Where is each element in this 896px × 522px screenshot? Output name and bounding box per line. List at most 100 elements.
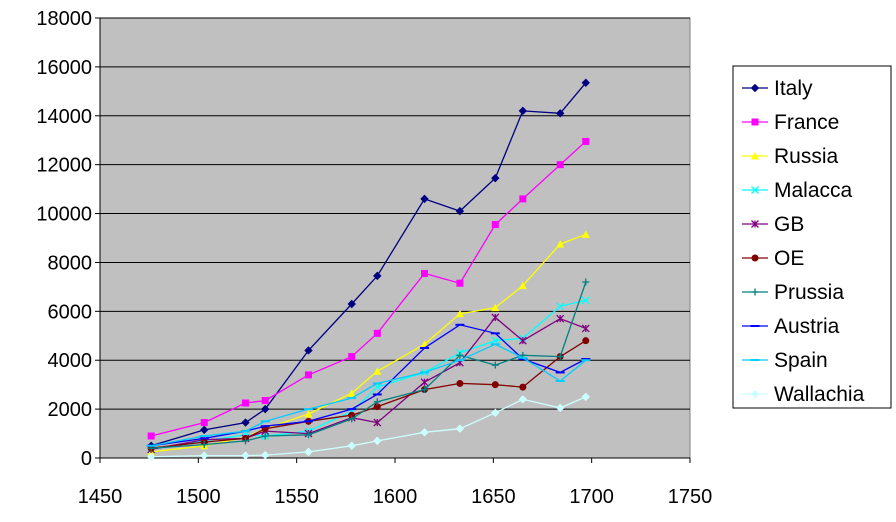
- data-point-russia: [581, 230, 590, 238]
- y-tick-label: 8000: [48, 252, 93, 274]
- legend-swatch-marker: [751, 186, 759, 194]
- legend-swatch-marker: [750, 83, 760, 93]
- data-point-wallachia: [455, 424, 465, 433]
- data-point-russia: [556, 240, 565, 248]
- data-point-prussia: [556, 353, 564, 361]
- data-point-oe: [519, 383, 527, 391]
- data-point-prussia: [200, 441, 208, 449]
- data-point-wallachia: [146, 452, 156, 461]
- data-point-wallachia: [260, 450, 270, 460]
- data-point-france: [456, 279, 464, 287]
- data-point-prussia: [421, 386, 428, 394]
- data-point-russia: [373, 367, 382, 375]
- data-point-malacca: [491, 336, 500, 345]
- data-point-italy: [260, 404, 270, 414]
- series-wallachia: [146, 392, 590, 461]
- legend-box: [732, 65, 892, 409]
- legend-item-italy: Italy: [742, 77, 813, 100]
- data-point-wallachia: [347, 441, 356, 450]
- series-spain: [146, 343, 591, 447]
- legend-label: Wallachia: [774, 383, 865, 406]
- legend-item-gb: GB: [742, 213, 804, 236]
- data-point-italy: [304, 346, 313, 355]
- data-point-prussia: [304, 431, 312, 439]
- data-point-wallachia: [373, 436, 382, 446]
- data-point-prussia: [491, 361, 499, 369]
- legend-swatch-marker: [750, 389, 760, 399]
- legend-label: OE: [774, 247, 804, 270]
- data-point-france: [147, 432, 155, 440]
- legend-swatch-marker: [751, 220, 759, 228]
- x-axis-tick-labels: 1450 1500 1550 1600 1650 1700 1750: [78, 486, 713, 508]
- data-point-gb: [420, 378, 429, 387]
- data-point-france: [242, 399, 250, 407]
- data-point-malacca: [581, 296, 590, 305]
- series-france: [147, 137, 590, 440]
- data-point-oe: [491, 381, 499, 389]
- data-point-gb: [491, 313, 500, 322]
- data-point-france: [519, 195, 527, 203]
- data-point-france: [261, 397, 269, 405]
- data-point-wallachia: [518, 395, 528, 404]
- data-point-oe: [456, 379, 464, 387]
- data-point-prussia: [348, 415, 356, 423]
- series-prussia: [147, 278, 590, 452]
- data-point-prussia: [582, 278, 590, 286]
- x-tick-label: 1700: [569, 486, 614, 508]
- y-tick-label: 6000: [48, 301, 93, 323]
- data-point-wallachia: [420, 428, 429, 437]
- legend-label: Russia: [774, 145, 839, 168]
- data-point-wallachia: [304, 447, 313, 457]
- x-tick-label: 1600: [373, 486, 418, 508]
- data-point-france: [491, 221, 499, 229]
- legend-label: GB: [774, 213, 804, 236]
- data-point-italy: [518, 106, 528, 116]
- data-point-gb: [373, 418, 382, 427]
- data-point-prussia: [373, 398, 381, 406]
- data-point-malacca: [556, 302, 565, 311]
- legend-swatch-marker: [751, 152, 759, 160]
- legend-item-france: France: [742, 111, 839, 134]
- data-point-france: [304, 371, 312, 379]
- legend-swatch-marker: [751, 118, 759, 126]
- legend-item-austria: Austria: [742, 315, 840, 338]
- legend-item-oe: OE: [742, 247, 804, 270]
- y-tick-label: 10000: [36, 204, 92, 226]
- y-tick-label: 4000: [48, 350, 93, 372]
- legend-label: Italy: [774, 77, 813, 100]
- data-point-gb: [581, 324, 590, 333]
- data-point-gb: [518, 336, 527, 345]
- data-point-france: [373, 329, 381, 337]
- data-point-wallachia: [581, 392, 590, 402]
- data-point-italy: [491, 173, 500, 183]
- legend: Italy France Russia Malacca GB OE Prussia Austr…: [732, 65, 892, 409]
- x-tick-label: 1500: [176, 486, 221, 508]
- data-point-italy: [420, 194, 429, 204]
- series-group: [146, 78, 591, 461]
- data-point-italy: [455, 206, 465, 216]
- data-point-italy: [347, 299, 356, 309]
- data-point-italy: [241, 418, 250, 427]
- y-tick-label: 14000: [36, 106, 92, 128]
- y-tick-label: 2000: [48, 399, 93, 421]
- data-point-russia: [455, 309, 464, 318]
- x-tick-label: 1450: [78, 486, 123, 508]
- legend-swatch-marker: [751, 254, 759, 262]
- legend-label: Prussia: [774, 281, 844, 304]
- data-point-wallachia: [241, 451, 250, 460]
- data-point-prussia: [456, 351, 464, 359]
- plot-area: [99, 17, 691, 459]
- data-point-italy: [581, 78, 590, 87]
- axes: [95, 17, 691, 463]
- legend-label: France: [774, 111, 839, 134]
- data-point-france: [556, 161, 564, 169]
- x-tick-label: 1550: [274, 486, 319, 508]
- legend-label: Austria: [774, 315, 840, 338]
- grid-lines: [100, 17, 690, 410]
- data-point-gb: [556, 314, 565, 323]
- data-point-italy: [373, 271, 382, 281]
- data-point-prussia: [242, 437, 250, 445]
- x-tick-label: 1750: [668, 486, 713, 508]
- legend-item-wallachia: Wallachia: [742, 383, 865, 406]
